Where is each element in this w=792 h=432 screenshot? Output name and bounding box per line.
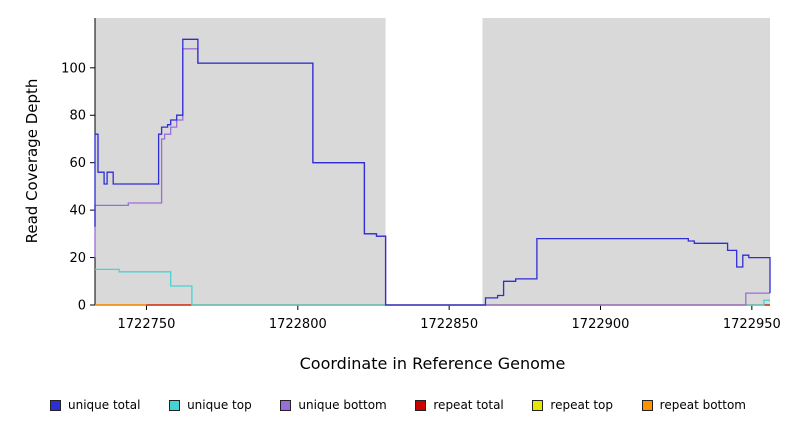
x-tick-label: 1722850 (420, 317, 478, 332)
x-axis-label: Coordinate in Reference Genome (299, 354, 566, 373)
y-tick-label: 80 (69, 109, 86, 124)
legend-item-repeat-top: repeat top (532, 398, 613, 412)
legend-label-repeat-top: repeat top (550, 398, 614, 412)
legend-swatch-repeat-top (532, 399, 544, 411)
legend-label-unique-bottom: unique bottom (298, 398, 387, 412)
y-tick-label: 60 (69, 156, 86, 171)
legend-swatch-unique-total (50, 399, 61, 411)
series-unique-top (95, 268, 770, 306)
legend-swatch-repeat-bottom (641, 399, 653, 411)
legend: unique total unique top unique bottom re… (0, 398, 792, 412)
y-tick-label: 20 (69, 251, 86, 266)
series-unique-total (94, 38, 771, 306)
legend-swatch-unique-top (169, 399, 181, 411)
legend-label-repeat-bottom: repeat bottom (659, 398, 746, 412)
x-tick-label: 1722950 (723, 317, 781, 332)
legend-label-unique-total: unique total (68, 398, 141, 412)
legend-label-unique-top: unique top (187, 398, 252, 412)
legend-item-unique-top: unique top (169, 398, 252, 412)
legend-item-repeat-total: repeat total (415, 398, 504, 412)
gap-region (385, 18, 483, 305)
x-tick-label: 1722800 (269, 317, 327, 332)
legend-item-repeat-bottom: repeat bottom (641, 398, 746, 412)
y-axis-label: Read Coverage Depth (23, 78, 41, 244)
x-tick-label: 1722900 (572, 317, 630, 332)
y-tick-label: 100 (61, 61, 86, 76)
x-tick-label: 1722750 (118, 317, 176, 332)
y-tick-label: 40 (69, 204, 86, 219)
legend-item-unique-total: unique total (50, 398, 140, 412)
legend-swatch-unique-bottom (280, 399, 292, 411)
y-tick-label: 0 (78, 299, 86, 314)
legend-item-unique-bottom: unique bottom (280, 398, 387, 412)
legend-label-repeat-total: repeat total (433, 398, 504, 412)
legend-swatch-repeat-total (415, 399, 427, 411)
